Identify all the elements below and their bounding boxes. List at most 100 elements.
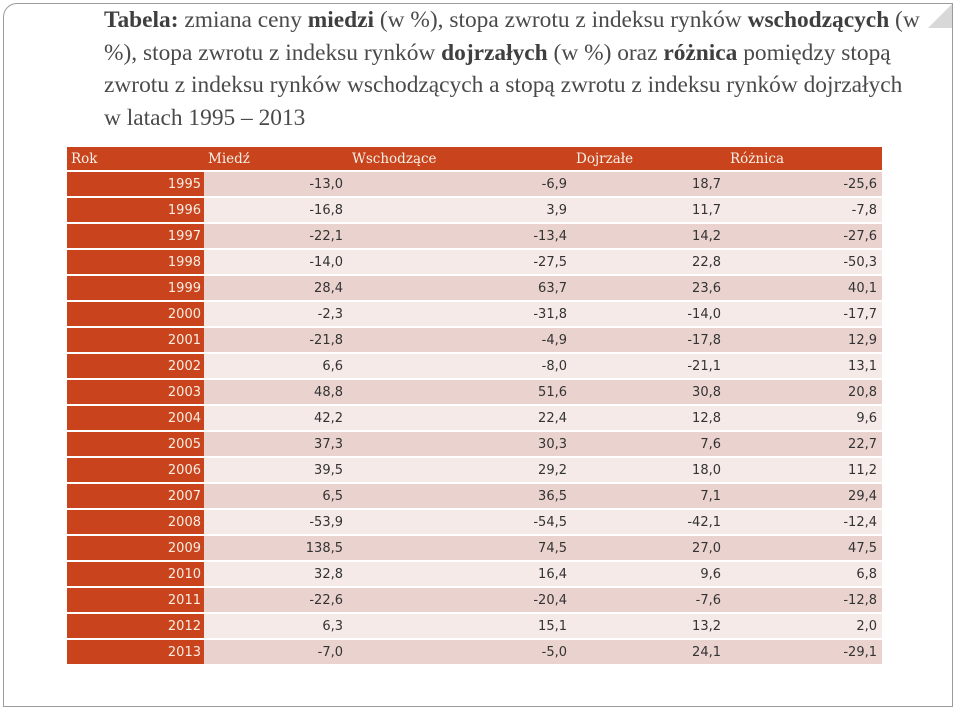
- cell-miedz: -22,1: [204, 224, 348, 248]
- cell-year: 2006: [67, 458, 204, 482]
- slide-title: Tabela: zmiana ceny miedzi (w %), stopa …: [104, 4, 924, 134]
- cell-miedz: 6,3: [204, 614, 348, 638]
- cell-roznica: 13,1: [726, 354, 882, 378]
- table-row: 1996 -16,8 3,9 11,7 -7,8: [67, 198, 882, 222]
- cell-wschodzace: -4,9: [348, 328, 572, 352]
- cell-miedz: -2,3: [204, 302, 348, 326]
- cell-year: 2012: [67, 614, 204, 638]
- table-row: 2012 6,3 15,1 13,2 2,0: [67, 614, 882, 638]
- table-row: 2013 -7,0 -5,0 24,1 -29,1: [67, 640, 882, 664]
- cell-wschodzace: -8,0: [348, 354, 572, 378]
- cell-year: 2007: [67, 484, 204, 508]
- cell-roznica: 12,9: [726, 328, 882, 352]
- cell-wschodzace: -54,5: [348, 510, 572, 534]
- cell-wschodzace: -13,4: [348, 224, 572, 248]
- title-text-4: (w %) oraz: [547, 39, 664, 66]
- cell-year: 1998: [67, 250, 204, 274]
- cell-roznica: 9,6: [726, 406, 882, 430]
- table-row: 2005 37,3 30,3 7,6 22,7: [67, 432, 882, 456]
- table-row: 1999 28,4 63,7 23,6 40,1: [67, 276, 882, 300]
- title-bold-2: miedzi: [307, 7, 375, 33]
- cell-year: 2005: [67, 432, 204, 456]
- cell-miedz: -13,0: [204, 172, 348, 196]
- title-text-5: pomiędzy stopą zwrotu z indeksu rynków w…: [104, 39, 903, 131]
- cell-dojrzale: 7,6: [572, 432, 726, 456]
- cell-roznica: -12,8: [726, 588, 882, 612]
- cell-dojrzale: 27,0: [572, 536, 726, 560]
- cell-miedz: 138,5: [204, 536, 348, 560]
- cell-year: 1997: [67, 224, 204, 248]
- cell-dojrzale: 18,0: [572, 458, 726, 482]
- cell-roznica: -12,4: [726, 510, 882, 534]
- cell-roznica: -25,6: [726, 172, 882, 196]
- header-roznica: Różnica: [726, 147, 882, 170]
- table-row: 2011 -22,6 -20,4 -7,6 -12,8: [67, 588, 882, 612]
- table-row: 2003 48,8 51,6 30,8 20,8: [67, 380, 882, 404]
- cell-roznica: 6,8: [726, 562, 882, 586]
- cell-roznica: -17,7: [726, 302, 882, 326]
- cell-wschodzace: 63,7: [348, 276, 572, 300]
- cell-wschodzace: 29,2: [348, 458, 572, 482]
- title-text-2: (w %), stopa zwrotu z indeksu rynków: [374, 7, 748, 33]
- page-curl-corner: [928, 4, 952, 28]
- cell-dojrzale: 23,6: [572, 276, 726, 300]
- cell-wschodzace: 74,5: [348, 536, 572, 560]
- title-bold-1: Tabela:: [104, 7, 179, 33]
- cell-wschodzace: -20,4: [348, 588, 572, 612]
- cell-dojrzale: 22,8: [572, 250, 726, 274]
- cell-roznica: 20,8: [726, 380, 882, 404]
- cell-wschodzace: -27,5: [348, 250, 572, 274]
- cell-dojrzale: 7,1: [572, 484, 726, 508]
- cell-miedz: 42,2: [204, 406, 348, 430]
- cell-miedz: -53,9: [204, 510, 348, 534]
- cell-year: 2004: [67, 406, 204, 430]
- cell-roznica: 22,7: [726, 432, 882, 456]
- table-header-row: Rok Miedź Wschodzące Dojrzałe Różnica: [67, 147, 882, 170]
- cell-miedz: -7,0: [204, 640, 348, 664]
- slide-frame: [3, 3, 953, 707]
- cell-wschodzace: -6,9: [348, 172, 572, 196]
- cell-roznica: 40,1: [726, 276, 882, 300]
- header-rok: Rok: [67, 147, 204, 170]
- cell-dojrzale: 9,6: [572, 562, 726, 586]
- table-row: 2007 6,5 36,5 7,1 29,4: [67, 484, 882, 508]
- cell-miedz: -21,8: [204, 328, 348, 352]
- cell-wschodzace: -31,8: [348, 302, 572, 326]
- cell-miedz: 37,3: [204, 432, 348, 456]
- cell-year: 2001: [67, 328, 204, 352]
- cell-roznica: 11,2: [726, 458, 882, 482]
- data-table: Rok Miedź Wschodzące Dojrzałe Różnica 19…: [67, 145, 882, 666]
- cell-year: 1996: [67, 198, 204, 222]
- cell-dojrzale: 13,2: [572, 614, 726, 638]
- title-bold-4: dojrzałych: [441, 39, 548, 66]
- cell-roznica: -7,8: [726, 198, 882, 222]
- cell-year: 2003: [67, 380, 204, 404]
- table-row: 2000 -2,3 -31,8 -14,0 -17,7: [67, 302, 882, 326]
- cell-year: 2002: [67, 354, 204, 378]
- cell-roznica: 2,0: [726, 614, 882, 638]
- cell-year: 2011: [67, 588, 204, 612]
- cell-dojrzale: 30,8: [572, 380, 726, 404]
- table-row: 1995 -13,0 -6,9 18,7 -25,6: [67, 172, 882, 196]
- table-row: 2010 32,8 16,4 9,6 6,8: [67, 562, 882, 586]
- cell-miedz: 39,5: [204, 458, 348, 482]
- data-table-container: Rok Miedź Wschodzące Dojrzałe Różnica 19…: [67, 145, 882, 666]
- header-wschodzace: Wschodzące: [348, 147, 572, 170]
- cell-dojrzale: -14,0: [572, 302, 726, 326]
- title-text-3: (w %), stopa zwrotu z indeksu rynków: [104, 7, 920, 66]
- cell-dojrzale: 12,8: [572, 406, 726, 430]
- cell-wschodzace: 3,9: [348, 198, 572, 222]
- table-row: 2006 39,5 29,2 18,0 11,2: [67, 458, 882, 482]
- cell-wschodzace: -5,0: [348, 640, 572, 664]
- cell-dojrzale: 11,7: [572, 198, 726, 222]
- cell-wschodzace: 51,6: [348, 380, 572, 404]
- header-miedz: Miedź: [204, 147, 348, 170]
- cell-roznica: -50,3: [726, 250, 882, 274]
- cell-miedz: 32,8: [204, 562, 348, 586]
- cell-year: 2000: [67, 302, 204, 326]
- cell-dojrzale: -21,1: [572, 354, 726, 378]
- cell-miedz: 6,5: [204, 484, 348, 508]
- table-row: 2009 138,5 74,5 27,0 47,5: [67, 536, 882, 560]
- title-bold-5: różnica: [663, 39, 738, 66]
- cell-year: 1999: [67, 276, 204, 300]
